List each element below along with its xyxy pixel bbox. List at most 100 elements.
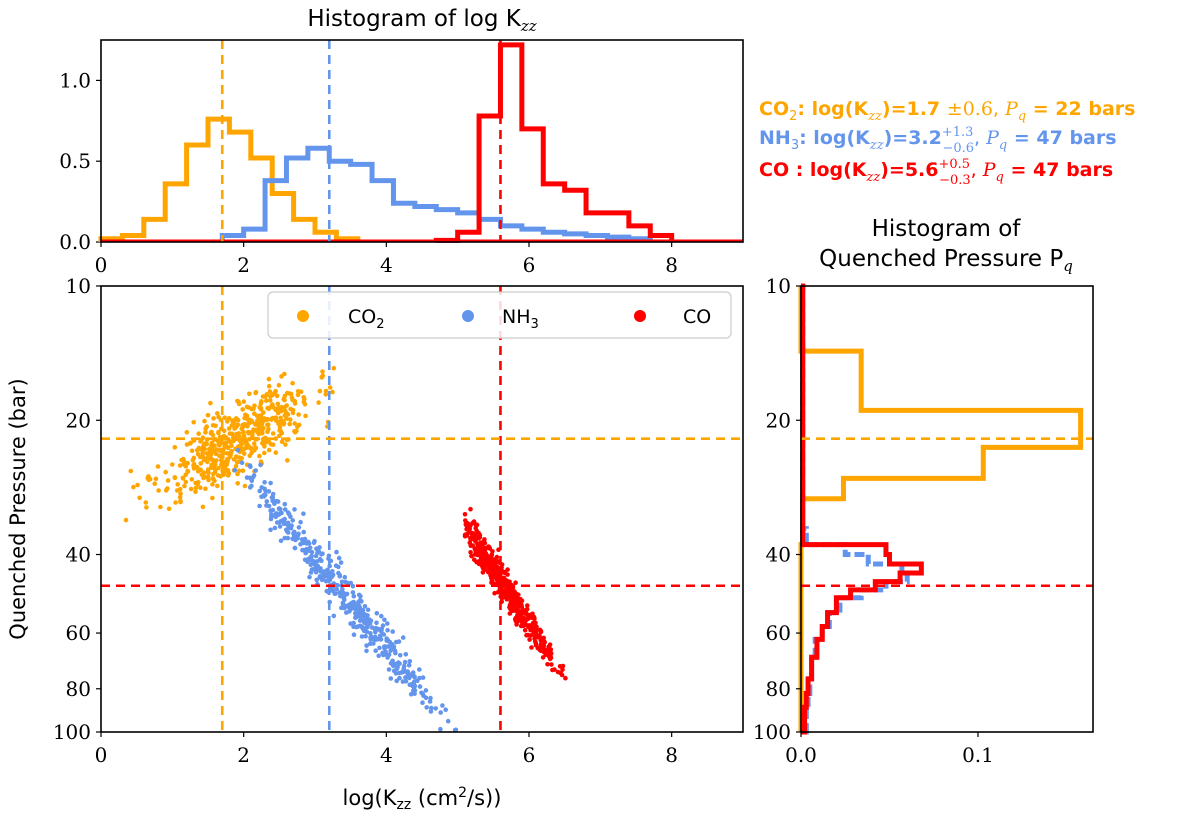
scatter-point-co <box>523 617 529 623</box>
scatter-point-co2 <box>234 431 239 437</box>
scatter-y-tick-label: 60 <box>66 621 91 645</box>
scatter-point-nh3 <box>268 527 273 533</box>
scatter-point-co2 <box>165 478 171 483</box>
scatter-point-co2 <box>235 417 241 423</box>
scatter-point-nh3 <box>358 614 363 619</box>
scatter-point-co2 <box>216 414 221 420</box>
scatter-point-co2 <box>267 389 273 394</box>
scatter-point-nh3 <box>290 518 296 523</box>
scatter-point-co2 <box>292 421 298 426</box>
scatter-point-co2 <box>214 458 219 463</box>
scatter-point-nh3 <box>365 607 371 613</box>
scatter-point-co <box>524 633 529 638</box>
scatter-point-nh3 <box>379 613 384 619</box>
scatter-point-nh3 <box>393 639 399 645</box>
scatter-point-co2 <box>252 448 257 453</box>
scatter-point-co2 <box>285 458 290 463</box>
scatter-point-nh3 <box>373 625 379 631</box>
scatter-point-nh3 <box>369 625 375 630</box>
scatter-point-co <box>547 642 553 647</box>
scatter-point-nh3 <box>320 569 326 575</box>
scatter-y-axis-label: Quenched Pressure (bar) <box>6 378 30 639</box>
scatter-point-co2 <box>279 404 284 410</box>
scatter-point-co <box>462 512 468 517</box>
scatter-point-nh3 <box>391 668 397 674</box>
top-x-tick-label: 8 <box>665 253 678 277</box>
scatter-point-nh3 <box>350 584 356 589</box>
scatter-point-nh3 <box>285 535 291 541</box>
scatter-point-co <box>473 525 479 531</box>
scatter-point-co2 <box>240 422 245 428</box>
scatter-point-nh3 <box>247 485 253 490</box>
legend-nh3-marker <box>462 310 474 322</box>
scatter-point-co2 <box>276 383 282 388</box>
scatter-point-nh3 <box>300 538 305 543</box>
scatter-point-co2 <box>135 482 140 488</box>
scatter-point-nh3 <box>311 559 316 564</box>
scatter-point-co <box>508 606 513 612</box>
scatter-point-co2 <box>191 455 197 461</box>
scatter-point-nh3 <box>394 678 400 684</box>
scatter-point-co2 <box>284 416 289 421</box>
scatter-point-co2 <box>225 451 230 456</box>
scatter-point-nh3 <box>411 681 417 687</box>
scatter-point-nh3 <box>351 632 357 637</box>
top-x-tick-label: 4 <box>380 253 393 277</box>
scatter-point-co2 <box>212 443 217 449</box>
scatter-point-co2 <box>265 429 270 435</box>
scatter-point-co2 <box>241 399 247 404</box>
scatter-point-co2 <box>208 400 213 406</box>
top-x-tick-label: 6 <box>523 253 536 277</box>
scatter-point-co <box>508 599 514 605</box>
scatter-point-co <box>468 550 473 555</box>
scatter-point-co2 <box>235 422 240 428</box>
scatter-point-nh3 <box>433 706 439 711</box>
scatter-point-co <box>469 553 474 559</box>
scatter-point-nh3 <box>387 639 393 645</box>
scatter-point-co2 <box>189 448 195 454</box>
scatter-x-tick-label: 8 <box>665 743 678 767</box>
top-median-lines <box>220 40 502 242</box>
scatter-point-co2 <box>295 424 300 430</box>
scatter-point-nh3 <box>239 460 245 466</box>
scatter-point-nh3 <box>380 650 386 656</box>
scatter-point-nh3 <box>405 669 411 674</box>
scatter-point-co2 <box>245 422 251 427</box>
scatter-point-nh3 <box>351 593 357 599</box>
right-y-tick-label: 80 <box>766 677 791 701</box>
scatter-point-co2 <box>226 426 232 431</box>
scatter-point-nh3 <box>356 592 362 598</box>
scatter-median-lines <box>101 286 743 732</box>
scatter-point-co <box>534 627 540 632</box>
fit-annotations: CO2: log(Kzz)=1.7 ±0.6, Pq = 22 bars NH3… <box>759 98 1135 188</box>
top-y-tick-label: 1.0 <box>59 68 91 92</box>
scatter-point-co2 <box>131 484 136 490</box>
scatter-point-nh3 <box>380 623 386 628</box>
scatter-point-nh3 <box>363 633 368 639</box>
legend-co2-label: CO2 <box>348 306 385 332</box>
scatter-point-nh3 <box>336 555 342 561</box>
scatter-point-co2 <box>217 453 222 459</box>
scatter-point-nh3 <box>382 644 388 649</box>
scatter-point-nh3 <box>320 551 325 556</box>
top-histogram-co <box>433 42 675 243</box>
scatter-point-nh3 <box>257 503 262 509</box>
scatter-point-nh3 <box>261 494 267 499</box>
scatter-point-co2 <box>166 506 172 512</box>
right-histogram-co <box>800 283 924 735</box>
scatter-point-co <box>516 610 522 616</box>
scatter-point-nh3 <box>406 663 412 668</box>
scatter-point-co <box>464 533 470 538</box>
scatter-point-nh3 <box>284 529 290 534</box>
scatter-point-nh3 <box>301 511 306 516</box>
scatter-point-nh3 <box>333 563 339 568</box>
scatter-point-co2 <box>210 482 215 487</box>
right-y-tick-label: 40 <box>766 543 791 567</box>
scatter-point-co2 <box>198 439 203 444</box>
scatter-point-nh3 <box>259 485 265 490</box>
scatter-point-co2 <box>210 476 216 482</box>
scatter-point-nh3 <box>400 635 406 640</box>
scatter-point-co2 <box>195 452 201 457</box>
scatter-point-nh3 <box>364 624 370 629</box>
scatter-point-co2 <box>282 405 287 410</box>
